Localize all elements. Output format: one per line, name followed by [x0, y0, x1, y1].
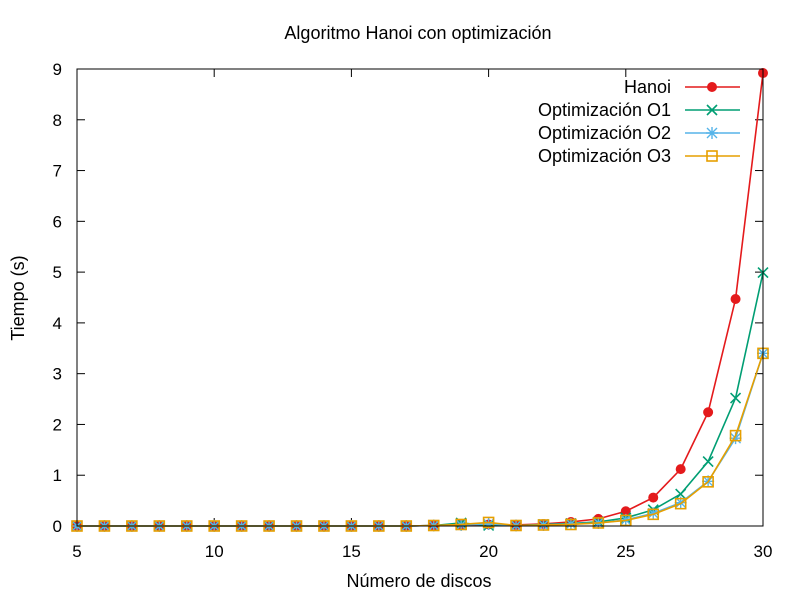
axis-ticks: 5 10 15 20 25 30 0 1 2 3 4 5 6 7 8 9: [53, 60, 773, 561]
y-tick-label: 1: [53, 466, 62, 485]
y-tick-label: 7: [53, 162, 62, 181]
data-point: [702, 476, 714, 488]
data-point: [730, 294, 741, 305]
legend-label: Optimización O3: [538, 146, 671, 166]
y-tick-label: 9: [53, 60, 62, 79]
x-tick-label: 25: [616, 542, 635, 561]
legend-item: Optimización O3: [538, 146, 740, 166]
legend-item: Optimización O2: [538, 123, 740, 143]
data-point: [565, 518, 577, 531]
x-tick-label: 15: [342, 542, 361, 561]
data-point: [510, 519, 522, 532]
data-point: [647, 508, 660, 521]
data-point: [674, 497, 687, 510]
y-tick-label: 0: [53, 517, 62, 536]
data-point: [703, 407, 714, 418]
data-point: [675, 464, 686, 475]
y-tick-label: 8: [53, 111, 62, 130]
y-tick-label: 6: [53, 212, 62, 231]
x-tick-label: 20: [479, 542, 498, 561]
data-point: [648, 492, 659, 503]
legend-item: Optimización O1: [538, 100, 740, 120]
data-point: [675, 488, 687, 500]
x-tick-label: 30: [754, 542, 773, 561]
y-tick-label: 4: [53, 314, 62, 333]
x-tick-label: 10: [205, 542, 224, 561]
data-point: [592, 517, 605, 529]
x-tick-label: 5: [72, 542, 81, 561]
data-point: [619, 514, 632, 527]
data-point: [647, 507, 660, 520]
data-point: [482, 516, 495, 529]
y-tick-label: 2: [53, 415, 62, 434]
data-point: [482, 517, 495, 530]
data-point: [702, 455, 714, 468]
legend-label: Optimización O1: [538, 100, 671, 120]
plot-frame: [76, 68, 764, 527]
y-axis-label: Tiempo (s): [8, 255, 28, 340]
data-point: [729, 429, 742, 442]
legend: Hanoi Optimización O1 Optimización O2 Optim…: [538, 77, 740, 166]
legend-item: Hanoi: [624, 77, 740, 97]
y-tick-label: 3: [53, 365, 62, 384]
legend-label: Optimización O2: [538, 123, 671, 143]
data-point: [455, 518, 467, 531]
legend-marker: [707, 82, 717, 92]
chart-title: Algoritmo Hanoi con optimización: [284, 23, 551, 43]
legend-label: Hanoi: [624, 77, 671, 97]
data-point: [729, 392, 742, 404]
data-point: [729, 432, 742, 445]
legend-marker: [706, 104, 718, 116]
legend-marker: [706, 127, 718, 139]
x-axis-label: Número de discos: [346, 571, 491, 591]
legend-marker: [706, 150, 718, 162]
data-point: [537, 519, 550, 531]
data-point: [427, 519, 440, 532]
y-tick-label: 5: [53, 263, 62, 282]
